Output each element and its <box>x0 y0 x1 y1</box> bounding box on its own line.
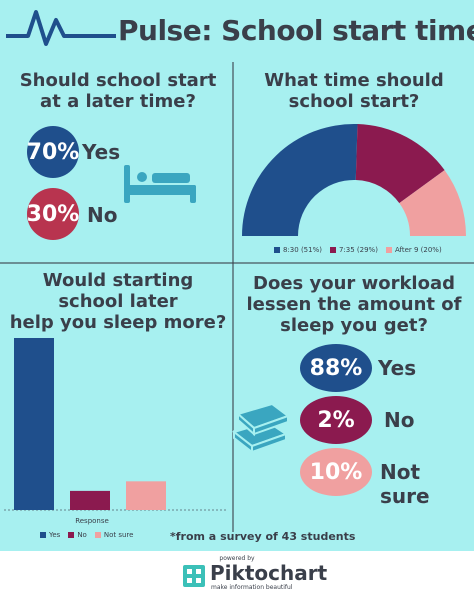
gauge-legend: 8:30 (51%) 7:35 (29%) After 9 (20%) <box>274 246 442 254</box>
gauge-legend-label: After 9 (20%) <box>394 246 442 254</box>
q4-question-line: lessen the amount of <box>246 294 462 315</box>
bar-legend: Yes No Not sure <box>40 531 133 539</box>
gauge-legend-item: After 9 (20%) <box>385 246 442 254</box>
header: Pulse: School start time <box>0 0 474 60</box>
bar-no <box>70 490 110 510</box>
gauge-slice-8-30 <box>242 123 358 236</box>
q4-notsure-percent: 10% <box>309 459 363 485</box>
bed-icon <box>124 165 196 203</box>
bar-legend-item: Yes <box>40 531 60 539</box>
sleep-more-bar-chart: Response <box>4 338 228 525</box>
q4-yes-label: Yes <box>378 356 417 380</box>
bar-legend-label: Not sure <box>103 531 134 539</box>
q2-question-line: What time should <box>264 70 444 91</box>
q1-yes-bubble: 70% <box>27 126 79 178</box>
q4-yes-bubble: 88% <box>300 344 372 392</box>
q4-no-label: No <box>384 408 415 432</box>
q4-notsure-bubble: 10% <box>300 448 372 496</box>
q4-no-bubble: 2% <box>300 396 372 444</box>
books-icon <box>231 402 291 454</box>
q1-no-percent: 30% <box>26 201 80 227</box>
q1-no-label: No <box>87 203 118 227</box>
bar-x-axis-label: Response <box>75 517 109 525</box>
q4-notsure-label: Not sure <box>380 460 430 508</box>
q1-question: Should school start at a later time? <box>8 70 228 112</box>
bar-legend-label: Yes <box>49 531 61 539</box>
bar-legend-swatch <box>68 532 75 538</box>
pulse-icon <box>6 10 116 46</box>
q3-question-line: help you sleep more? <box>9 312 227 333</box>
piktochart-tagline: make information beautiful <box>211 584 293 591</box>
powered-by-text: powered by <box>219 555 255 562</box>
bar-legend-swatch <box>94 532 101 538</box>
q4-yes-percent: 88% <box>309 355 363 381</box>
footer: powered by Piktochart make information b… <box>0 551 474 596</box>
piktochart-logo-icon <box>183 565 205 587</box>
piktochart-brand: Piktochart <box>210 561 328 585</box>
gauge-legend-label: 8:30 (51%) <box>283 246 322 254</box>
q1-yes-label: Yes <box>82 140 121 164</box>
vertical-divider <box>232 62 234 532</box>
q1-question-line: Should school start <box>19 70 217 91</box>
bar-legend-item: No <box>68 531 87 539</box>
gauge-slice-7-35 <box>355 124 445 204</box>
q4-question: Does your workload lessen the amount of … <box>240 273 468 336</box>
horizontal-divider <box>0 262 474 264</box>
gauge-legend-swatch <box>329 247 336 253</box>
bar-legend-label: No <box>77 531 87 539</box>
bar-yes <box>14 338 54 510</box>
start-time-gauge-chart <box>242 123 466 236</box>
q4-question-line: sleep you get? <box>280 315 428 336</box>
q3-question: Would starting school later help you sle… <box>8 270 228 333</box>
gauge-legend-swatch <box>385 247 392 253</box>
page-title: Pulse: School start time <box>118 14 474 47</box>
bar-not-sure <box>126 481 166 510</box>
q3-question-line: Would starting <box>42 270 194 291</box>
q1-no-bubble: 30% <box>27 188 79 240</box>
gauge-legend-item: 7:35 (29%) <box>329 246 378 254</box>
bar-legend-item: Not sure <box>94 531 134 539</box>
survey-footnote: *from a survey of 43 students <box>170 530 356 543</box>
q4-question-line: Does your workload <box>253 273 455 294</box>
q1-yes-percent: 70% <box>26 139 80 165</box>
q2-question-line: school start? <box>288 91 420 112</box>
q1-question-line: at a later time? <box>40 91 196 112</box>
gauge-legend-swatch <box>274 247 280 253</box>
q3-question-line: school later <box>58 291 178 312</box>
gauge-legend-item: 8:30 (51%) <box>274 246 322 254</box>
gauge-legend-label: 7:35 (29%) <box>338 246 378 254</box>
bar-legend-swatch <box>40 532 46 538</box>
gauge-slice-after-9 <box>399 170 466 236</box>
q4-no-percent: 2% <box>317 407 355 433</box>
q2-question: What time should school start? <box>240 70 468 112</box>
